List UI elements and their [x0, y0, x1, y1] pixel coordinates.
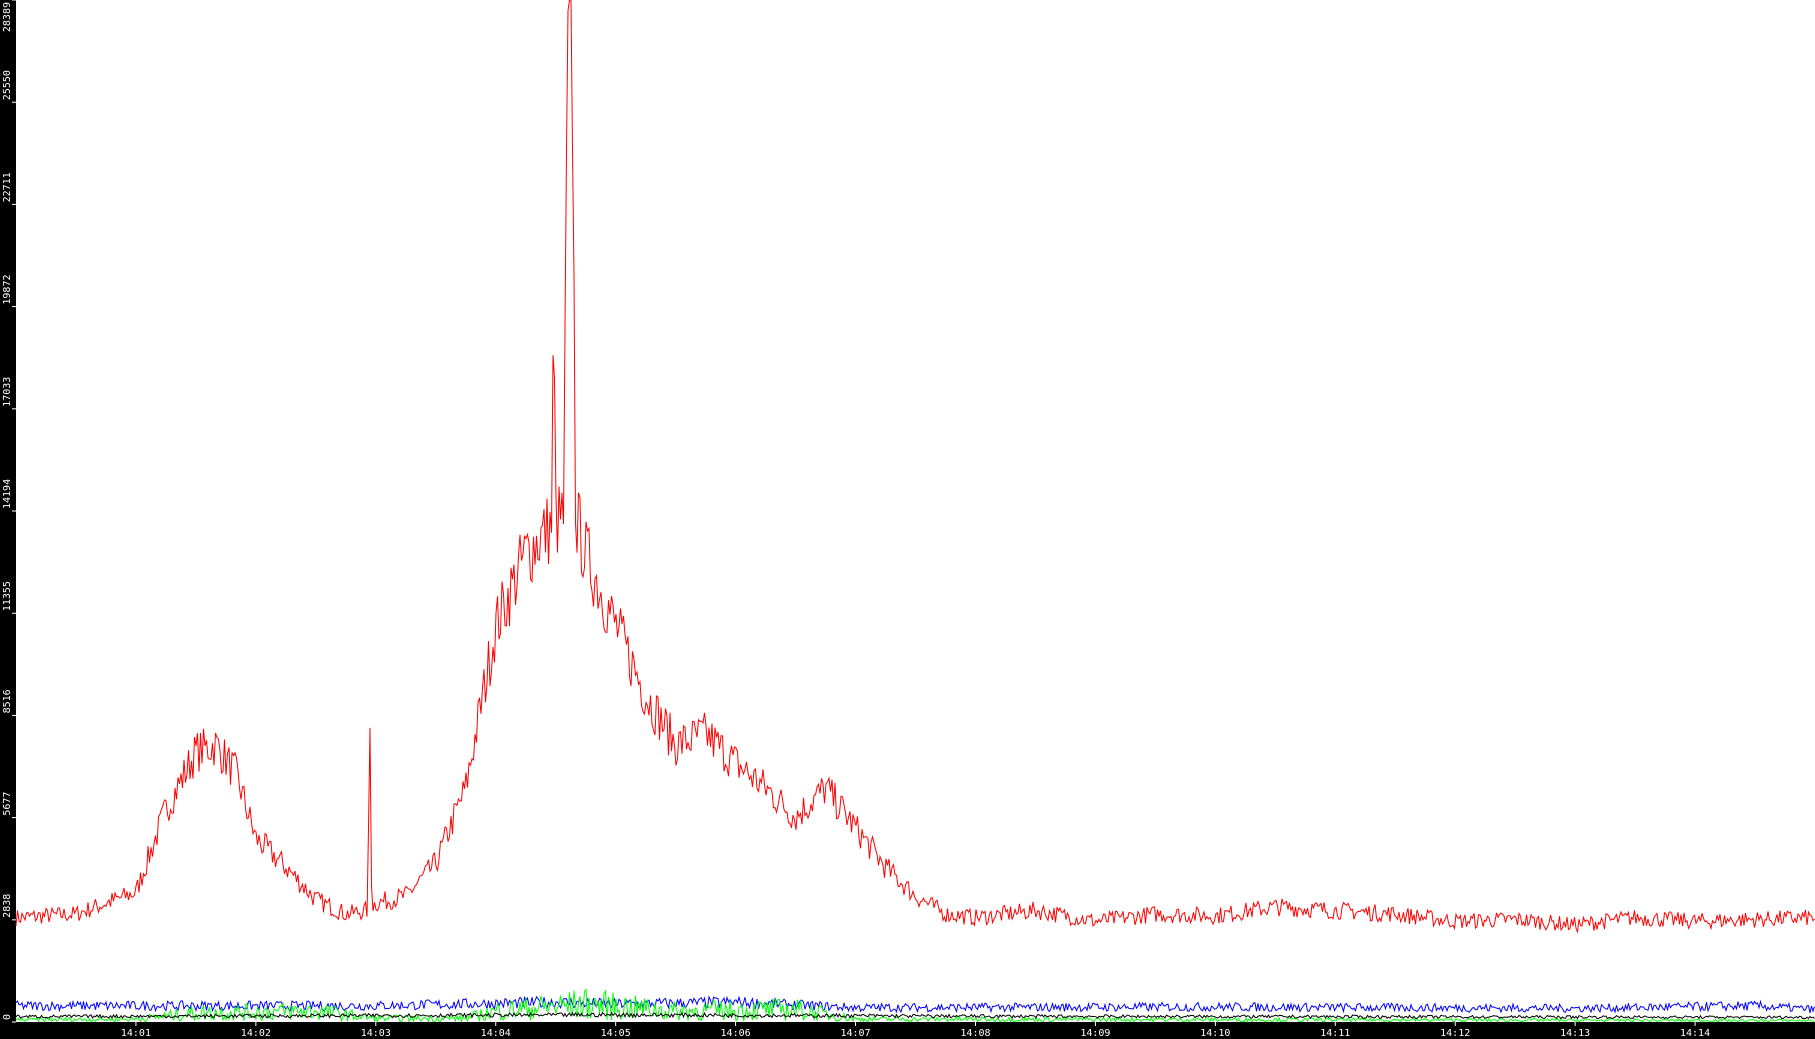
plot-area: [16, 0, 1815, 1022]
series-line-3: [15, 1011, 1815, 1020]
x-tick-label: 14:06: [721, 1028, 751, 1039]
y-tick-label: 5677: [2, 792, 13, 816]
x-tick-label: 14:13: [1560, 1028, 1590, 1039]
y-tick-label: 17033: [2, 377, 13, 407]
x-tick-label: 14:03: [361, 1028, 391, 1039]
series-line-1: [15, 995, 1815, 1014]
y-tick-label: 25550: [2, 70, 13, 100]
y-tick-label: 11355: [2, 581, 13, 611]
series-line-0: [15, 0, 1815, 934]
x-tick-label: 14:11: [1320, 1028, 1350, 1039]
x-tick-label: 14:05: [601, 1028, 631, 1039]
x-tick-label: 14:09: [1080, 1028, 1110, 1039]
y-tick-label: 8516: [2, 689, 13, 713]
x-tick-label: 14:08: [960, 1028, 990, 1039]
y-tick-label: 0: [2, 1014, 13, 1020]
x-tick-label: 14:12: [1440, 1028, 1470, 1039]
x-tick-label: 14:02: [241, 1028, 271, 1039]
x-tick-label: 14:14: [1680, 1028, 1710, 1039]
y-tick-label: 2838: [2, 894, 13, 918]
y-tick-label: 19872: [2, 275, 13, 305]
x-tick-label: 14:01: [121, 1028, 151, 1039]
y-tick-label: 28389: [2, 2, 13, 32]
x-tick-label: 14:07: [840, 1028, 870, 1039]
x-tick-label: 14:10: [1200, 1028, 1230, 1039]
y-tick-label: 14194: [2, 479, 13, 509]
y-tick-label: 22711: [2, 172, 13, 202]
series-line-2: [15, 987, 1815, 1024]
x-tick-label: 14:04: [481, 1028, 511, 1039]
